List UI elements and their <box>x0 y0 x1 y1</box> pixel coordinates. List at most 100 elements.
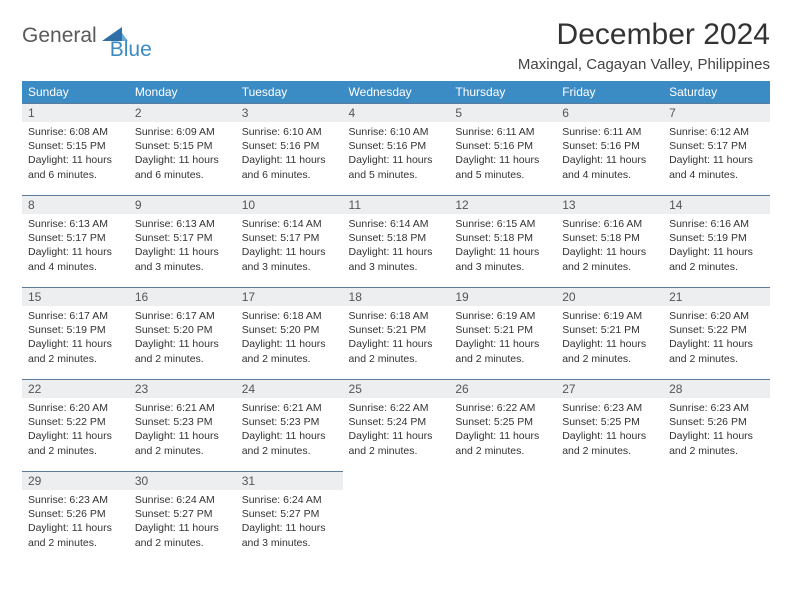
calendar-week-row: 8Sunrise: 6:13 AMSunset: 5:17 PMDaylight… <box>22 195 770 287</box>
day-number: 29 <box>22 471 129 490</box>
daylight-line: Daylight: 11 hours and 4 minutes. <box>562 153 657 181</box>
calendar-day-cell: 26Sunrise: 6:22 AMSunset: 5:25 PMDayligh… <box>449 379 556 471</box>
sunrise-line: Sunrise: 6:13 AM <box>28 217 123 231</box>
sunrise-line: Sunrise: 6:17 AM <box>135 309 230 323</box>
daylight-line: Daylight: 11 hours and 2 minutes. <box>28 337 123 365</box>
calendar-day-cell: 9Sunrise: 6:13 AMSunset: 5:17 PMDaylight… <box>129 195 236 287</box>
sunrise-line: Sunrise: 6:23 AM <box>562 401 657 415</box>
daylight-line: Daylight: 11 hours and 5 minutes. <box>455 153 550 181</box>
sunrise-line: Sunrise: 6:14 AM <box>242 217 337 231</box>
sunset-line: Sunset: 5:26 PM <box>28 507 123 521</box>
day-number: 31 <box>236 471 343 490</box>
day-details: Sunrise: 6:17 AMSunset: 5:19 PMDaylight:… <box>22 306 129 370</box>
daylight-line: Daylight: 11 hours and 3 minutes. <box>242 521 337 549</box>
day-details: Sunrise: 6:24 AMSunset: 5:27 PMDaylight:… <box>129 490 236 554</box>
logo: General Blue <box>22 18 172 48</box>
calendar-day-cell: 3Sunrise: 6:10 AMSunset: 5:16 PMDaylight… <box>236 103 343 195</box>
sunset-line: Sunset: 5:15 PM <box>28 139 123 153</box>
daylight-line: Daylight: 11 hours and 6 minutes. <box>28 153 123 181</box>
logo-text-blue: Blue <box>110 38 152 62</box>
calendar-day-cell: 31Sunrise: 6:24 AMSunset: 5:27 PMDayligh… <box>236 471 343 563</box>
sunrise-line: Sunrise: 6:13 AM <box>135 217 230 231</box>
day-details: Sunrise: 6:16 AMSunset: 5:18 PMDaylight:… <box>556 214 663 278</box>
calendar-week-row: 29Sunrise: 6:23 AMSunset: 5:26 PMDayligh… <box>22 471 770 563</box>
calendar-day-cell: 20Sunrise: 6:19 AMSunset: 5:21 PMDayligh… <box>556 287 663 379</box>
sunset-line: Sunset: 5:21 PM <box>562 323 657 337</box>
sunrise-line: Sunrise: 6:24 AM <box>135 493 230 507</box>
day-number: 25 <box>343 379 450 398</box>
sunrise-line: Sunrise: 6:11 AM <box>562 125 657 139</box>
day-number: 17 <box>236 287 343 306</box>
page-title: December 2024 <box>518 18 770 52</box>
day-details: Sunrise: 6:10 AMSunset: 5:16 PMDaylight:… <box>343 122 450 186</box>
daylight-line: Daylight: 11 hours and 2 minutes. <box>349 337 444 365</box>
daylight-line: Daylight: 11 hours and 6 minutes. <box>135 153 230 181</box>
calendar-week-row: 22Sunrise: 6:20 AMSunset: 5:22 PMDayligh… <box>22 379 770 471</box>
day-details: Sunrise: 6:14 AMSunset: 5:17 PMDaylight:… <box>236 214 343 278</box>
daylight-line: Daylight: 11 hours and 2 minutes. <box>135 337 230 365</box>
sunset-line: Sunset: 5:20 PM <box>135 323 230 337</box>
day-details: Sunrise: 6:18 AMSunset: 5:21 PMDaylight:… <box>343 306 450 370</box>
daylight-line: Daylight: 11 hours and 2 minutes. <box>669 337 764 365</box>
sunset-line: Sunset: 5:23 PM <box>242 415 337 429</box>
sunrise-line: Sunrise: 6:18 AM <box>349 309 444 323</box>
sunset-line: Sunset: 5:17 PM <box>135 231 230 245</box>
sunrise-line: Sunrise: 6:15 AM <box>455 217 550 231</box>
sunset-line: Sunset: 5:25 PM <box>562 415 657 429</box>
logo-text-general: General <box>22 24 97 48</box>
day-details: Sunrise: 6:14 AMSunset: 5:18 PMDaylight:… <box>343 214 450 278</box>
daylight-line: Daylight: 11 hours and 2 minutes. <box>562 337 657 365</box>
sunrise-line: Sunrise: 6:16 AM <box>562 217 657 231</box>
day-details: Sunrise: 6:20 AMSunset: 5:22 PMDaylight:… <box>663 306 770 370</box>
sunrise-line: Sunrise: 6:20 AM <box>28 401 123 415</box>
sunset-line: Sunset: 5:19 PM <box>28 323 123 337</box>
day-details: Sunrise: 6:10 AMSunset: 5:16 PMDaylight:… <box>236 122 343 186</box>
day-details: Sunrise: 6:13 AMSunset: 5:17 PMDaylight:… <box>22 214 129 278</box>
calendar-day-cell: 23Sunrise: 6:21 AMSunset: 5:23 PMDayligh… <box>129 379 236 471</box>
calendar-body: 1Sunrise: 6:08 AMSunset: 5:15 PMDaylight… <box>22 103 770 563</box>
sunrise-line: Sunrise: 6:14 AM <box>349 217 444 231</box>
day-details: Sunrise: 6:23 AMSunset: 5:26 PMDaylight:… <box>663 398 770 462</box>
weekday-header: Wednesday <box>343 81 450 103</box>
calendar-day-cell: 1Sunrise: 6:08 AMSunset: 5:15 PMDaylight… <box>22 103 129 195</box>
calendar-day-cell: 17Sunrise: 6:18 AMSunset: 5:20 PMDayligh… <box>236 287 343 379</box>
daylight-line: Daylight: 11 hours and 5 minutes. <box>349 153 444 181</box>
day-details: Sunrise: 6:16 AMSunset: 5:19 PMDaylight:… <box>663 214 770 278</box>
day-details: Sunrise: 6:09 AMSunset: 5:15 PMDaylight:… <box>129 122 236 186</box>
day-details: Sunrise: 6:23 AMSunset: 5:26 PMDaylight:… <box>22 490 129 554</box>
calendar-day-cell: 2Sunrise: 6:09 AMSunset: 5:15 PMDaylight… <box>129 103 236 195</box>
day-number: 14 <box>663 195 770 214</box>
day-details: Sunrise: 6:20 AMSunset: 5:22 PMDaylight:… <box>22 398 129 462</box>
day-number: 23 <box>129 379 236 398</box>
calendar-day-cell: 5Sunrise: 6:11 AMSunset: 5:16 PMDaylight… <box>449 103 556 195</box>
day-details: Sunrise: 6:21 AMSunset: 5:23 PMDaylight:… <box>129 398 236 462</box>
day-details: Sunrise: 6:08 AMSunset: 5:15 PMDaylight:… <box>22 122 129 186</box>
day-details: Sunrise: 6:22 AMSunset: 5:25 PMDaylight:… <box>449 398 556 462</box>
sunset-line: Sunset: 5:22 PM <box>669 323 764 337</box>
daylight-line: Daylight: 11 hours and 3 minutes. <box>455 245 550 273</box>
sunset-line: Sunset: 5:17 PM <box>669 139 764 153</box>
weekday-header: Thursday <box>449 81 556 103</box>
sunset-line: Sunset: 5:23 PM <box>135 415 230 429</box>
day-number: 20 <box>556 287 663 306</box>
day-number: 19 <box>449 287 556 306</box>
sunset-line: Sunset: 5:25 PM <box>455 415 550 429</box>
calendar-day-cell: 4Sunrise: 6:10 AMSunset: 5:16 PMDaylight… <box>343 103 450 195</box>
sunrise-line: Sunrise: 6:24 AM <box>242 493 337 507</box>
daylight-line: Daylight: 11 hours and 2 minutes. <box>562 245 657 273</box>
sunset-line: Sunset: 5:16 PM <box>242 139 337 153</box>
calendar-day-cell: 27Sunrise: 6:23 AMSunset: 5:25 PMDayligh… <box>556 379 663 471</box>
day-number: 6 <box>556 103 663 122</box>
calendar-week-row: 15Sunrise: 6:17 AMSunset: 5:19 PMDayligh… <box>22 287 770 379</box>
day-number: 2 <box>129 103 236 122</box>
day-number: 8 <box>22 195 129 214</box>
daylight-line: Daylight: 11 hours and 2 minutes. <box>28 429 123 457</box>
calendar-day-cell: 18Sunrise: 6:18 AMSunset: 5:21 PMDayligh… <box>343 287 450 379</box>
day-number: 11 <box>343 195 450 214</box>
day-number: 9 <box>129 195 236 214</box>
day-number: 5 <box>449 103 556 122</box>
day-number: 21 <box>663 287 770 306</box>
weekday-header-row: Sunday Monday Tuesday Wednesday Thursday… <box>22 81 770 103</box>
daylight-line: Daylight: 11 hours and 2 minutes. <box>669 429 764 457</box>
sunset-line: Sunset: 5:18 PM <box>455 231 550 245</box>
